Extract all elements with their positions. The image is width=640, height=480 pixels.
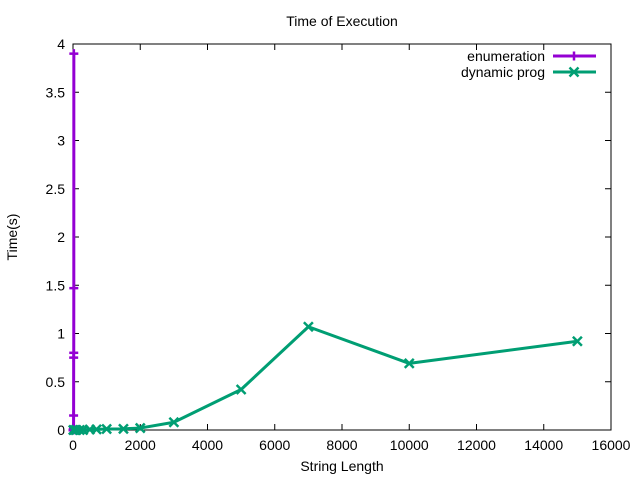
x-tick-label: 6000 xyxy=(259,437,290,453)
series-line xyxy=(71,53,76,432)
x-axis-label: String Length xyxy=(300,458,383,474)
y-tick-label: 0.5 xyxy=(46,374,66,390)
data-point xyxy=(235,384,247,395)
x-tick-label: 14000 xyxy=(524,437,563,453)
y-tick-label: 2.5 xyxy=(46,181,66,197)
y-tick-label: 0 xyxy=(57,422,65,438)
data-point xyxy=(69,348,79,358)
data-point xyxy=(118,423,129,435)
legend-marker xyxy=(568,66,580,78)
x-tick-label: 10000 xyxy=(390,437,429,453)
y-tick-label: 3 xyxy=(57,133,65,149)
y-tick-label: 2 xyxy=(57,229,65,245)
x-tick-label: 16000 xyxy=(592,437,631,453)
data-point xyxy=(69,411,79,421)
data-point xyxy=(74,424,86,436)
data-point xyxy=(101,423,113,435)
legend-label: enumeration xyxy=(467,48,545,64)
data-point xyxy=(69,49,79,59)
series-1 xyxy=(67,321,583,436)
series-layer xyxy=(67,49,583,436)
data-point xyxy=(91,423,102,435)
data-point xyxy=(69,283,79,293)
y-tick-label: 4 xyxy=(57,36,65,52)
data-point xyxy=(302,321,314,333)
plot-frame xyxy=(72,43,612,431)
ticks-layer: 0 2000 4000 6000 8000 10000 12000 14000 16000 0 0.… xyxy=(46,36,631,453)
data-point xyxy=(134,422,146,434)
x-tick-label: 0 xyxy=(69,437,77,453)
data-point xyxy=(571,335,583,347)
legend-marker xyxy=(569,51,579,61)
y-axis-label: Time(s) xyxy=(4,214,20,261)
series-0 xyxy=(68,49,79,435)
chart-title: Time of Execution xyxy=(286,13,398,29)
y-tick-label: 1 xyxy=(57,326,65,342)
x-tick-label: 8000 xyxy=(326,437,357,453)
x-tick-label: 12000 xyxy=(457,437,496,453)
y-tick-label: 3.5 xyxy=(46,84,66,100)
x-tick-label: 4000 xyxy=(192,437,223,453)
data-point xyxy=(403,358,415,369)
legend-label: dynamic prog xyxy=(461,64,545,80)
data-point xyxy=(168,416,180,428)
y-tick-label: 1.5 xyxy=(46,277,66,293)
x-tick-label: 2000 xyxy=(125,437,156,453)
series-line xyxy=(73,325,578,432)
